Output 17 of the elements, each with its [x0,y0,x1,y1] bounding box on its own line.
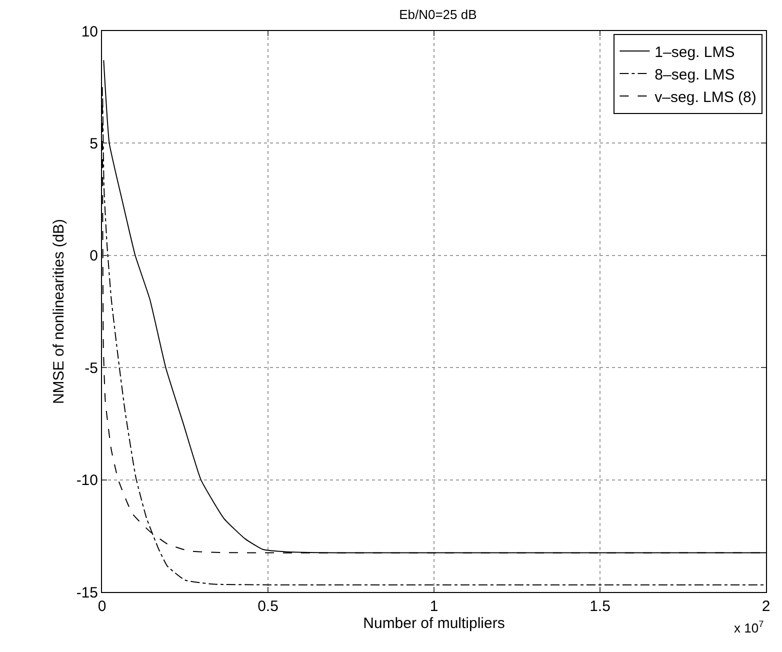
x-tick-label: 0.5 [258,598,278,615]
y-tick-label: -5 [84,360,98,377]
legend-label: 8–seg. LMS [654,66,735,84]
y-tick-label: -10 [76,472,98,490]
y-tick-label: 0 [90,248,98,265]
y-tick-label: 10 [81,23,98,40]
y-tick-label: 5 [90,135,98,152]
chart-title: Eb/N0=25 dB [399,6,477,22]
x-tick-label: 1 [430,598,438,615]
x-axis-title: Number of multipliers [363,615,505,632]
y-axis-title: NMSE of nonlinearities (dB) [50,218,68,404]
legend-label: 1–seg. LMS [654,44,735,61]
text: x 10$^{7}$ [734,619,764,636]
y-tick-label: -15 [76,584,98,602]
x-tick-label: 1.5 [590,598,610,615]
legend-label: v–seg. LMS (8) [654,88,756,106]
x-tick-label: 2 [762,598,770,615]
